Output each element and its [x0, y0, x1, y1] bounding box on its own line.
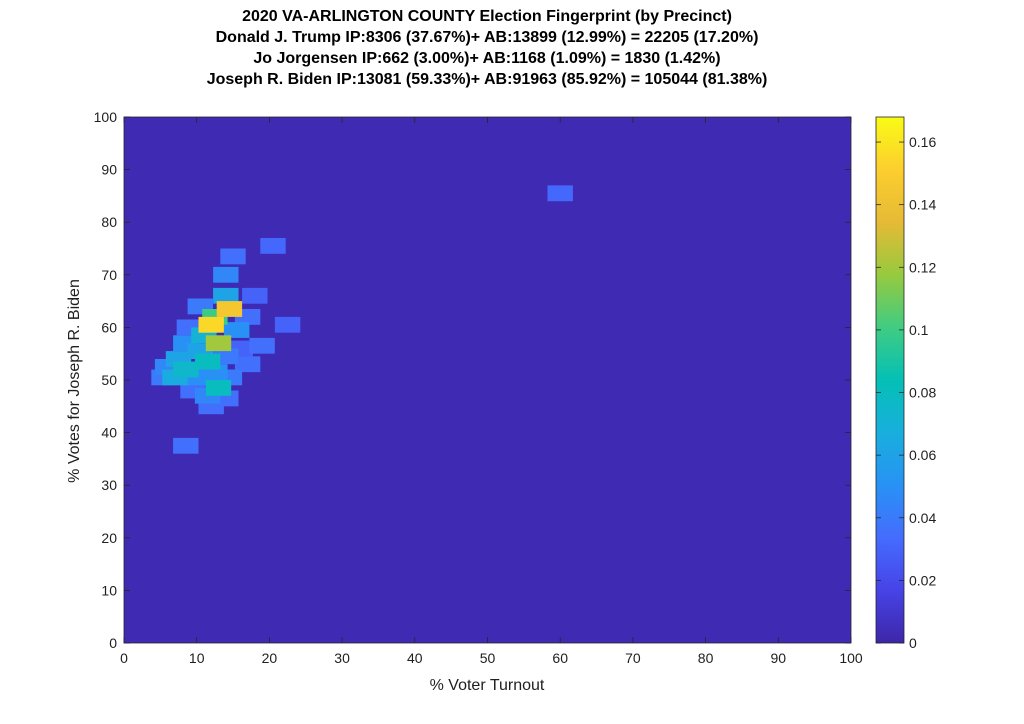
x-tick-label: 100 [839, 650, 863, 666]
heatmap-cell [173, 437, 199, 454]
chart-title-line-3: Jo Jorgensen IP:662 (3.00%)+ AB:1168 (1.… [253, 50, 720, 67]
heatmap-cell [547, 185, 573, 202]
x-tick-label: 60 [552, 650, 568, 666]
heatmap-cell [249, 337, 275, 354]
y-tick-label: 40 [101, 425, 117, 441]
chart-title-line-4: Joseph R. Biden IP:13081 (59.33%)+ AB:91… [207, 71, 768, 88]
heatmap-cell [213, 287, 239, 304]
heatmap-cell [205, 335, 232, 352]
heatmap-cell [260, 238, 286, 254]
y-tick-label: 50 [101, 372, 117, 388]
x-axis-label: % Voter Turnout [430, 677, 545, 694]
x-tick-label: 30 [334, 650, 350, 666]
y-tick-label: 30 [101, 477, 117, 493]
x-axis-ticks: 0 10 20 30 40 50 60 70 80 90 100 [120, 117, 863, 666]
x-tick-label: 80 [698, 650, 714, 666]
x-tick-label: 20 [262, 650, 278, 666]
heatmap-cell [213, 266, 239, 283]
y-tick-label: 90 [101, 162, 117, 178]
heatmap-cell [205, 380, 232, 396]
colorbar-tick-label: 0.02 [909, 572, 936, 588]
colorbar-tick-label: 0.06 [909, 447, 936, 463]
x-tick-label: 10 [189, 650, 205, 666]
x-tick-label: 40 [407, 650, 423, 666]
heatmap-cell [198, 316, 224, 333]
x-tick-label: 70 [625, 650, 641, 666]
colorbar-tick-label: 0.12 [909, 259, 936, 275]
chart-title-line-1: 2020 VA-ARLINGTON COUNTY Election Finger… [242, 8, 732, 25]
chart-titles: 2020 VA-ARLINGTON COUNTY Election Finger… [207, 8, 768, 88]
chart-title-line-2: Donald J. Trump IP:8306 (37.67%)+ AB:138… [216, 29, 759, 46]
x-tick-label: 0 [120, 650, 128, 666]
y-tick-label: 70 [101, 267, 117, 283]
x-tick-label: 90 [771, 650, 787, 666]
colorbar-tick-label: 0.04 [909, 510, 936, 526]
y-axis-ticks: 0 10 20 30 40 50 60 70 80 90 100 [94, 109, 851, 651]
colorbar-tick-label: 0.1 [909, 322, 929, 338]
heatmap-cell [234, 356, 261, 373]
y-tick-label: 20 [101, 530, 117, 546]
y-axis-label: % Votes for Joseph R. Biden [66, 279, 83, 483]
y-tick-label: 10 [101, 582, 117, 598]
heatmap-cell [220, 248, 246, 265]
heatmap-plot-area [124, 117, 851, 643]
heatmap-cell [194, 353, 221, 370]
colorbar-tick-label: 0.14 [909, 197, 936, 213]
heatmap-cell [242, 287, 268, 304]
colorbar-tick-label: 0.08 [909, 385, 936, 401]
heatmap-cell [274, 316, 301, 333]
colorbar-tick-label: 0 [909, 635, 917, 651]
x-tick-label: 50 [480, 650, 496, 666]
colorbar: 0 0.02 0.04 0.06 0.08 0.1 0.12 0.14 0.16 [875, 116, 936, 651]
y-tick-label: 0 [109, 635, 117, 651]
colorbar-tick-label: 0.16 [909, 134, 936, 150]
y-tick-label: 80 [101, 214, 117, 230]
colorbar-gradient [875, 116, 905, 644]
heatmap-background [124, 117, 851, 643]
heatmap-cell [173, 361, 199, 378]
heatmap-cell [224, 322, 250, 338]
y-tick-label: 100 [94, 109, 118, 125]
y-tick-label: 60 [101, 319, 117, 335]
heatmap-cell [216, 301, 243, 317]
